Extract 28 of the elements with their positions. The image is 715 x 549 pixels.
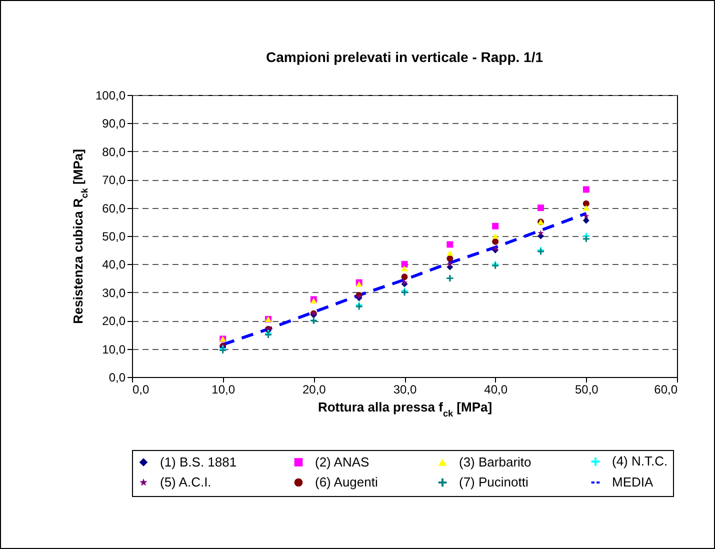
x-tick-label: 50,0 bbox=[574, 382, 599, 396]
y-tick-label: 10,0 bbox=[102, 342, 126, 356]
x-tick-label: 0,0 bbox=[132, 382, 150, 396]
y-tick-label: 60,0 bbox=[102, 201, 126, 216]
x-tick-label: 40,0 bbox=[484, 382, 508, 396]
y-tick-label: 20,0 bbox=[102, 314, 126, 328]
y-tick-label: 70,0 bbox=[102, 173, 126, 188]
legend-label: (7) Pucinotti bbox=[459, 474, 528, 490]
legend-label: (1) B.S. 1881 bbox=[160, 454, 237, 470]
legend-label: (3) Barbarito bbox=[459, 454, 532, 470]
legend-label: (6) Augenti bbox=[315, 474, 378, 490]
legend-label: MEDIA bbox=[612, 474, 654, 490]
y-tick-label: 100,0 bbox=[95, 88, 126, 102]
y-tick-label: 30,0 bbox=[102, 286, 126, 300]
y-tick-label: 40,0 bbox=[102, 258, 126, 272]
legend-label: (5) A.C.I. bbox=[160, 474, 212, 490]
x-tick-label: 30,0 bbox=[393, 382, 417, 396]
x-axis-title: Rottura alla pressa f$_{ck}$ [MPa] bbox=[318, 400, 492, 418]
y-tick-label: 80,0 bbox=[102, 144, 126, 159]
y-tick-label: 90,0 bbox=[102, 116, 126, 131]
x-tick-label: 20,0 bbox=[302, 382, 326, 396]
chart-title: Campioni prelevati in verticale - Rapp. 1/1 bbox=[266, 49, 544, 65]
x-tick-label: 60,0 bbox=[654, 382, 678, 396]
y-tick-label: 0,0 bbox=[108, 370, 126, 384]
legend-label: (4) N.T.C. bbox=[612, 454, 668, 469]
x-tick-label: 10,0 bbox=[212, 382, 236, 396]
y-tick-label: 50,0 bbox=[102, 230, 126, 244]
legend-label: (2) ANAS bbox=[315, 454, 370, 470]
